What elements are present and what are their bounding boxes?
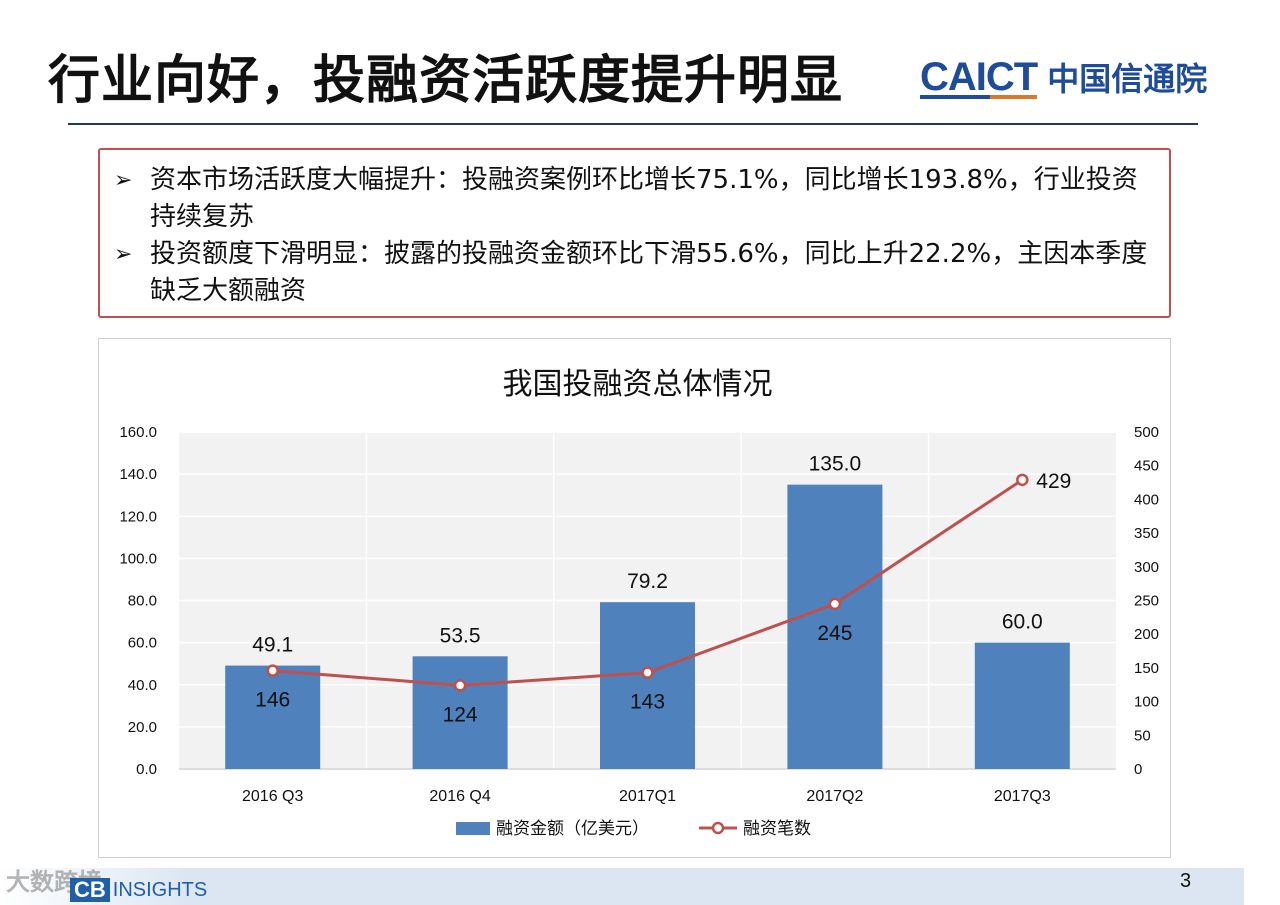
y-right-tick-label: 300	[1134, 559, 1159, 576]
y-left-tick-label: 60.0	[128, 635, 157, 652]
y-right-tick-label: 50	[1134, 727, 1151, 744]
y-right-tick-label: 500	[1134, 424, 1159, 441]
bullet-arrow-icon: ➢	[114, 242, 133, 267]
y-left-tick-label: 100.0	[119, 550, 157, 567]
bar	[412, 656, 508, 769]
x-tick-label: 2016 Q3	[242, 788, 303, 805]
bar-data-label: 135.0	[809, 453, 862, 476]
bullet-arrow-icon: ➢	[114, 168, 133, 193]
chart-title: 我国投融资总体情况	[503, 367, 773, 402]
y-left-tick-label: 20.0	[128, 719, 157, 736]
line-data-label: 143	[630, 691, 665, 714]
summary-bullet: ➢ 资本市场活跃度大幅提升：投融资案例环比增长75.1%，同比增长193.8%，…	[114, 162, 1155, 236]
summary-box: ➢ 资本市场活跃度大幅提升：投融资案例环比增长75.1%，同比增长193.8%，…	[98, 148, 1171, 318]
y-right-tick-label: 250	[1134, 593, 1159, 610]
y-left-tick-label: 140.0	[119, 466, 157, 483]
title-divider	[68, 123, 1198, 125]
bar	[600, 602, 695, 769]
legend-swatch-marker	[711, 821, 725, 835]
line-data-label: 146	[255, 689, 290, 712]
line-point	[453, 679, 467, 692]
x-tick-label: 2016 Q4	[429, 788, 490, 805]
x-tick-label: 2017Q1	[619, 788, 676, 805]
y-right-tick-label: 150	[1134, 660, 1159, 677]
bar-data-label: 60.0	[1002, 611, 1043, 634]
bullet-text: 投资额度下滑明显：披露的投融资金额环比下滑55.6%，同比上升22.2%，主因本…	[150, 239, 1148, 306]
cb-insights-logo: CB INSIGHTS	[70, 877, 207, 903]
legend-label: 融资笔数	[743, 819, 811, 839]
line-data-label: 429	[1036, 470, 1071, 493]
legend-label: 融资金额（亿美元）	[496, 819, 649, 839]
caict-logo: CAICT 中国信通院	[920, 54, 1207, 100]
y-right-tick-label: 0	[1134, 761, 1142, 778]
chart-container: 0.0 20.0 40.0 60.0 80.0 100.0 120.0 140.0 160.0 0…	[98, 338, 1171, 858]
footer-bar	[0, 868, 1244, 905]
y-left-tick-label: 0.0	[136, 761, 157, 778]
y-right-tick-label: 400	[1134, 491, 1159, 508]
y-right-tick-label: 350	[1134, 525, 1159, 542]
y-left-tick-label: 120.0	[119, 508, 157, 525]
x-tick-label: 2017Q3	[994, 788, 1051, 805]
line-point	[266, 664, 279, 677]
y-left-tick-label: 80.0	[128, 593, 157, 610]
bar-data-label: 49.1	[252, 634, 293, 657]
bar	[225, 665, 321, 769]
legend-swatch-bar	[456, 822, 490, 835]
line-point	[641, 666, 654, 679]
y-right-tick-label: 100	[1134, 694, 1159, 711]
y-left-tick-label: 160.0	[119, 424, 157, 441]
y-right-tick-label: 200	[1134, 626, 1159, 643]
cb-logo-mark: CB	[70, 878, 110, 902]
y-right-tick-label: 450	[1134, 458, 1159, 475]
line-point	[828, 597, 842, 611]
line-data-label: 245	[817, 622, 852, 645]
logo-cn-text: 中国信通院	[1047, 60, 1208, 98]
logo-caict-text: CAICT	[920, 55, 1038, 99]
bar	[787, 484, 883, 769]
page-number: 3	[1180, 870, 1192, 892]
line-data-label: 124	[443, 703, 478, 726]
x-tick-label: 2017Q2	[806, 788, 863, 805]
cb-logo-text: INSIGHTS	[112, 879, 208, 901]
line-point	[1016, 473, 1029, 487]
combo-chart: 0.0 20.0 40.0 60.0 80.0 100.0 120.0 140.0 160.0 0…	[119, 367, 1159, 839]
bar-data-label: 79.2	[627, 570, 668, 593]
slide-title: 行业向好，投融资活跃度提升明显	[48, 51, 844, 111]
y-left-tick-label: 40.0	[128, 677, 157, 694]
bar-data-label: 53.5	[440, 624, 481, 647]
bullet-text: 资本市场活跃度大幅提升：投融资案例环比增长75.1%，同比增长193.8%，行业…	[150, 165, 1138, 232]
summary-bullet: ➢ 投资额度下滑明显：披露的投融资金额环比下滑55.6%，同比上升22.2%，主…	[114, 236, 1155, 310]
bar	[974, 642, 1070, 769]
